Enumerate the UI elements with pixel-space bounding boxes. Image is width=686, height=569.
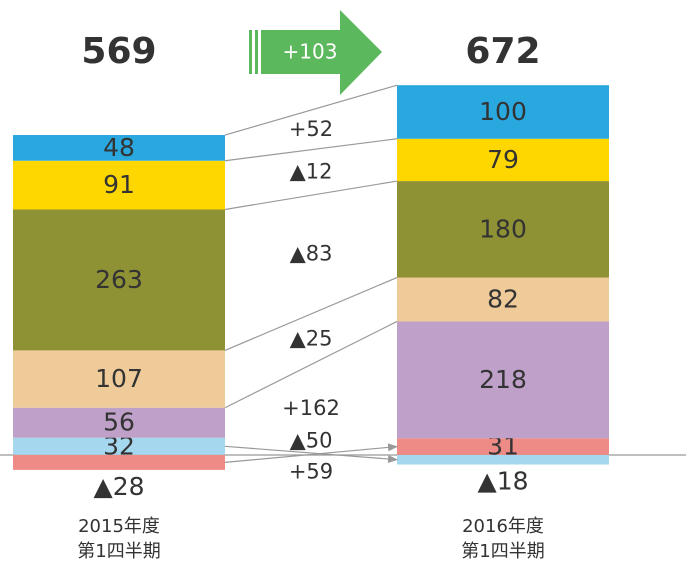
bar-segment bbox=[397, 277, 609, 322]
segment-label: ▲18 bbox=[477, 467, 528, 496]
bar-segment bbox=[13, 407, 225, 438]
connector-line bbox=[224, 138, 398, 162]
segment-label: 48 bbox=[103, 133, 135, 162]
bar-segment bbox=[13, 350, 225, 408]
connector-line bbox=[224, 180, 398, 211]
segment-label: 107 bbox=[95, 364, 143, 393]
segment-label: 56 bbox=[103, 408, 135, 437]
change-label: ▲25 bbox=[290, 326, 333, 350]
change-label: ▲83 bbox=[290, 242, 333, 266]
bar-segment bbox=[13, 135, 225, 161]
connector-line bbox=[224, 320, 398, 409]
segment-label: 263 bbox=[95, 265, 143, 294]
bar-segment bbox=[397, 138, 609, 182]
bar-segment bbox=[13, 160, 225, 210]
connector-line bbox=[224, 84, 398, 136]
bar-segment bbox=[397, 438, 609, 455]
x-tick-label: 第1四半期 bbox=[461, 541, 544, 562]
change-label: +59 bbox=[289, 460, 333, 484]
x-tick-label: 2016年度 bbox=[462, 516, 544, 537]
bar-segment bbox=[397, 181, 609, 278]
change-label: +162 bbox=[282, 396, 340, 420]
bar-segment bbox=[13, 437, 225, 455]
connector-arrow bbox=[224, 445, 398, 463]
change-label: +52 bbox=[289, 117, 333, 141]
segment-label: 218 bbox=[479, 365, 527, 394]
bar-segment bbox=[397, 454, 609, 465]
change-arrow bbox=[249, 10, 382, 95]
x-tick-label: 第1四半期 bbox=[77, 541, 160, 562]
segment-label: 79 bbox=[487, 145, 519, 174]
segment-label: 91 bbox=[103, 170, 135, 199]
total-label: 569 bbox=[81, 31, 156, 72]
segment-label: 180 bbox=[479, 214, 527, 243]
connector-arrow bbox=[224, 443, 398, 463]
change-label: ▲50 bbox=[290, 429, 333, 453]
x-tick-label: 2015年度 bbox=[78, 516, 160, 537]
connector-line bbox=[224, 276, 398, 351]
bar-segment bbox=[13, 454, 225, 470]
segment-label: 100 bbox=[479, 97, 527, 126]
change-label: ▲12 bbox=[290, 160, 333, 184]
bar-segment bbox=[13, 209, 225, 351]
total-change-label: +103 bbox=[283, 40, 338, 64]
total-label: 672 bbox=[465, 31, 540, 72]
bar-segment bbox=[397, 85, 609, 139]
segment-label: ▲28 bbox=[93, 472, 144, 501]
bar-segment bbox=[397, 321, 609, 439]
segment-label: 82 bbox=[487, 285, 519, 314]
